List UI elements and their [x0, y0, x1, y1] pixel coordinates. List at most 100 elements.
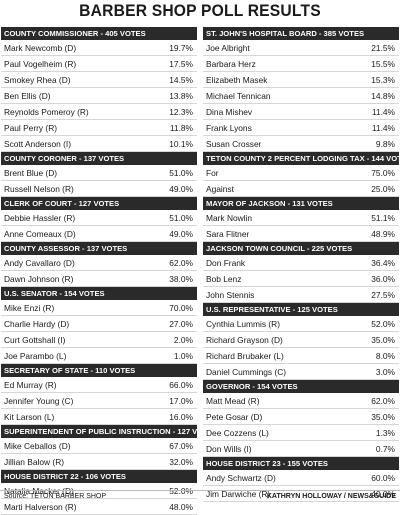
result-row: Ben Ellis (D) 13.8%: [1, 88, 197, 104]
result-row: Against 25.0%: [203, 181, 399, 197]
result-row: Mike Ceballos (D) 67.0%: [1, 438, 197, 454]
result-row: Susan Crosser 9.8%: [203, 136, 399, 152]
candidate-name: Smokey Rhea (D): [4, 75, 71, 85]
result-row: Curt Gottshall (I) 2.0%: [1, 332, 197, 348]
candidate-name: Mark Nowlin: [206, 213, 253, 223]
vote-percent: 67.0%: [169, 441, 193, 451]
candidate-name: Matt Mead (R): [206, 396, 260, 406]
candidate-name: Andy Cavallaro (D): [4, 258, 75, 268]
vote-percent: 52.0%: [169, 486, 193, 496]
candidate-name: Andy Schwartz (D): [206, 473, 276, 483]
vote-percent: 17.5%: [169, 59, 193, 69]
vote-percent: 2.0%: [173, 335, 193, 345]
candidate-name: Curt Gottshall (I): [4, 335, 66, 345]
vote-percent: 35.0%: [371, 335, 395, 345]
vote-percent: 40.0%: [371, 489, 395, 499]
section-rows: Brent Blue (D) 51.0% Russell Nelson (R) 49.…: [1, 165, 197, 197]
section-header: SUPERINTENDENT OF PUBLIC INSTRUCTION - 1…: [1, 425, 197, 438]
result-row: Frank Lyons 11.4%: [203, 120, 399, 136]
result-row: Barbara Herz 15.5%: [203, 56, 399, 72]
vote-percent: 14.5%: [169, 75, 193, 85]
vote-percent: 13.8%: [169, 91, 193, 101]
candidate-name: For: [206, 168, 219, 178]
section-header: HOUSE DISTRICT 22 - 106 VOTES: [1, 470, 197, 483]
result-row: Jennifer Young (C) 17.0%: [1, 393, 197, 409]
vote-percent: 11.8%: [169, 123, 193, 133]
candidate-name: Russell Nelson (R): [4, 184, 74, 194]
vote-percent: 0.7%: [375, 444, 395, 454]
result-row: Don Wills (I) 0.7%: [203, 441, 399, 457]
section-header: U.S. REPRESENTATIVE - 125 VOTES: [203, 303, 399, 316]
candidate-name: Joe Albright: [206, 43, 250, 53]
result-row: Anne Comeaux (D) 49.0%: [1, 226, 197, 242]
result-row: Andy Schwartz (D) 60.0%: [203, 470, 399, 486]
candidate-name: Sara Flitner: [206, 229, 250, 239]
candidate-name: Don Wills (I): [206, 444, 252, 454]
candidate-name: Bob Lenz: [206, 274, 242, 284]
candidate-name: Ed Murray (R): [4, 380, 57, 390]
vote-percent: 60.0%: [371, 473, 395, 483]
section-header: ST. JOHN'S HOSPITAL BOARD - 385 VOTES: [203, 27, 399, 40]
vote-percent: 36.4%: [371, 258, 395, 268]
result-row: Ed Murray (R) 66.0%: [1, 377, 197, 393]
section-rows: For 75.0% Against 25.0%: [203, 165, 399, 197]
vote-percent: 36.0%: [371, 274, 395, 284]
right-column: ST. JOHN'S HOSPITAL BOARD - 385 VOTES Joe…: [203, 27, 399, 502]
candidate-name: Reynolds Pomeroy (R): [4, 107, 89, 117]
vote-percent: 32.0%: [169, 457, 193, 467]
result-row: Richard Brubaker (L) 8.0%: [203, 348, 399, 364]
vote-percent: 11.4%: [371, 123, 395, 133]
candidate-name: Richard Grayson (D): [206, 335, 283, 345]
result-row: Russell Nelson (R) 49.0%: [1, 181, 197, 197]
section-rows: Andy Cavallaro (D) 62.0% Dawn Johnson (R) 3…: [1, 255, 197, 287]
vote-percent: 21.5%: [371, 43, 395, 53]
vote-percent: 70.0%: [169, 303, 193, 313]
vote-percent: 15.3%: [371, 75, 395, 85]
section-header: COUNTY COMMISSIONER - 405 VOTES: [1, 27, 197, 40]
candidate-name: Pete Gosar (D): [206, 412, 263, 422]
source-credit: Source: TETON BARBER SHOP: [4, 493, 107, 500]
candidate-name: Dina Mishev: [206, 107, 253, 117]
vote-percent: 48.9%: [371, 229, 395, 239]
vote-percent: 14.8%: [371, 91, 395, 101]
candidate-name: Jim Darwiche (R): [206, 489, 271, 499]
section-rows: Mike Ceballos (D) 67.0% Jillian Balow (R) 3…: [1, 438, 197, 470]
section-rows: Joe Albright 21.5% Barbara Herz 15.5% Elizab…: [203, 40, 399, 152]
result-row: Charlie Hardy (D) 27.0%: [1, 316, 197, 332]
vote-percent: 27.5%: [371, 290, 395, 300]
candidate-name: Debbie Hassler (R): [4, 213, 76, 223]
result-row: Michael Tennican 14.8%: [203, 88, 399, 104]
section-header: COUNTY CORONER - 137 VOTES: [1, 152, 197, 165]
section-header: JACKSON TOWN COUNCIL - 225 VOTES: [203, 242, 399, 255]
result-row: Daniel Cummings (C) 3.0%: [203, 364, 399, 380]
candidate-name: Daniel Cummings (C): [206, 367, 287, 377]
candidate-name: Richard Brubaker (L): [206, 351, 284, 361]
vote-percent: 15.5%: [371, 59, 395, 69]
vote-percent: 11.4%: [371, 107, 395, 117]
section-header: CLERK OF COURT - 127 VOTES: [1, 197, 197, 210]
section-rows: Cynthia Lummis (R) 52.0% Richard Grayson (…: [203, 316, 399, 380]
vote-percent: 62.0%: [169, 258, 193, 268]
vote-percent: 27.0%: [169, 319, 193, 329]
candidate-name: Jillian Balow (R): [4, 457, 65, 467]
author-credit: KATHRYN HOLLOWAY / NEWS&GUIDE: [266, 493, 396, 500]
result-row: John Stennis 27.5%: [203, 287, 399, 303]
section-header: COUNTY ASSESSOR - 137 VOTES: [1, 242, 197, 255]
result-row: Joe Parambo (L) 1.0%: [1, 348, 197, 364]
result-row: Don Frank 36.4%: [203, 255, 399, 271]
candidate-name: Dee Cozzens (L): [206, 428, 269, 438]
candidate-name: Brent Blue (D): [4, 168, 58, 178]
result-row: Dawn Johnson (R) 38.0%: [1, 271, 197, 287]
page-title: BARBER SHOP POLL RESULTS: [79, 1, 321, 20]
candidate-name: Paul Perry (R): [4, 123, 58, 133]
vote-percent: 51.0%: [169, 168, 193, 178]
candidate-name: Frank Lyons: [206, 123, 252, 133]
result-row: Pete Gosar (D) 35.0%: [203, 409, 399, 425]
footer: Source: TETON BARBER SHOP KATHRYN HOLLOW…: [0, 490, 400, 503]
vote-percent: 38.0%: [169, 274, 193, 284]
result-row: Sara Flitner 48.9%: [203, 226, 399, 242]
section-rows: Matt Mead (R) 62.0% Pete Gosar (D) 35.0% Dee…: [203, 393, 399, 457]
result-row: Matt Mead (R) 62.0%: [203, 393, 399, 409]
result-row: Paul Perry (R) 11.8%: [1, 120, 197, 136]
candidate-name: Paul Vogelheim (R): [4, 59, 77, 69]
